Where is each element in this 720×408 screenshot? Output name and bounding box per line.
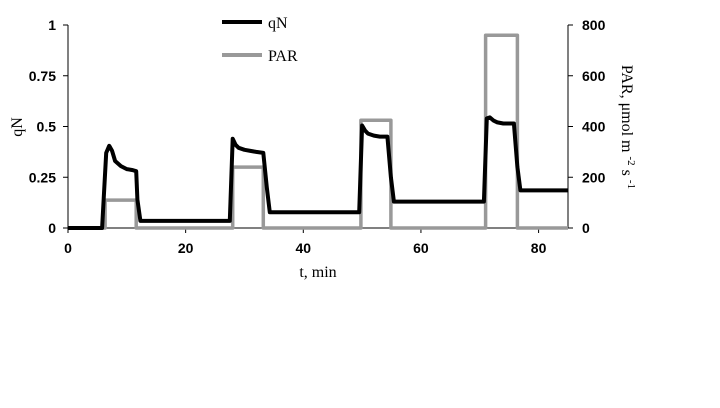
y-right-title-main: PAR, μmol m <box>618 65 635 153</box>
x-axis-title: t, min <box>299 264 336 281</box>
y-left-axis-title: qN <box>9 117 26 137</box>
x-tick-label: 40 <box>296 240 312 256</box>
series-line-par <box>68 33 568 230</box>
y-right-axis-title: PAR, μmol m -2 s -1 <box>618 65 641 189</box>
y-left-tick-label: 0.75 <box>29 68 56 84</box>
legend: qN PAR <box>222 15 298 65</box>
x-tick-label: 80 <box>531 240 547 256</box>
y-left-tick-label: 0.25 <box>29 169 56 185</box>
y-left-tick-label: 1 <box>48 17 56 33</box>
series-line-qn <box>68 115 568 230</box>
y-right-title-mid: s <box>618 170 635 176</box>
y-left-tick-label: 0.5 <box>37 119 57 135</box>
y-left-ticks: 0 0.25 0.5 0.75 1 <box>29 17 68 236</box>
legend-label-qn: qN <box>268 15 288 32</box>
y-right-title-exp1: -2 <box>625 157 637 166</box>
x-tick-label: 60 <box>413 240 429 256</box>
y-right-tick-label: 0 <box>582 220 590 236</box>
y-right-tick-label: 800 <box>582 17 606 33</box>
series-group <box>68 33 568 230</box>
x-tick-label: 0 <box>64 240 72 256</box>
x-ticks: 0 20 40 60 80 <box>64 228 547 256</box>
y-left-tick-label: 0 <box>48 220 56 236</box>
legend-label-par: PAR <box>268 48 298 65</box>
x-tick-label: 20 <box>178 240 194 256</box>
y-right-tick-label: 200 <box>582 169 606 185</box>
y-right-tick-label: 600 <box>582 68 606 84</box>
y-right-title-exp2: -1 <box>625 180 637 189</box>
y-right-tick-label: 400 <box>582 119 606 135</box>
y-right-ticks: 0 200 400 600 800 <box>568 17 606 236</box>
